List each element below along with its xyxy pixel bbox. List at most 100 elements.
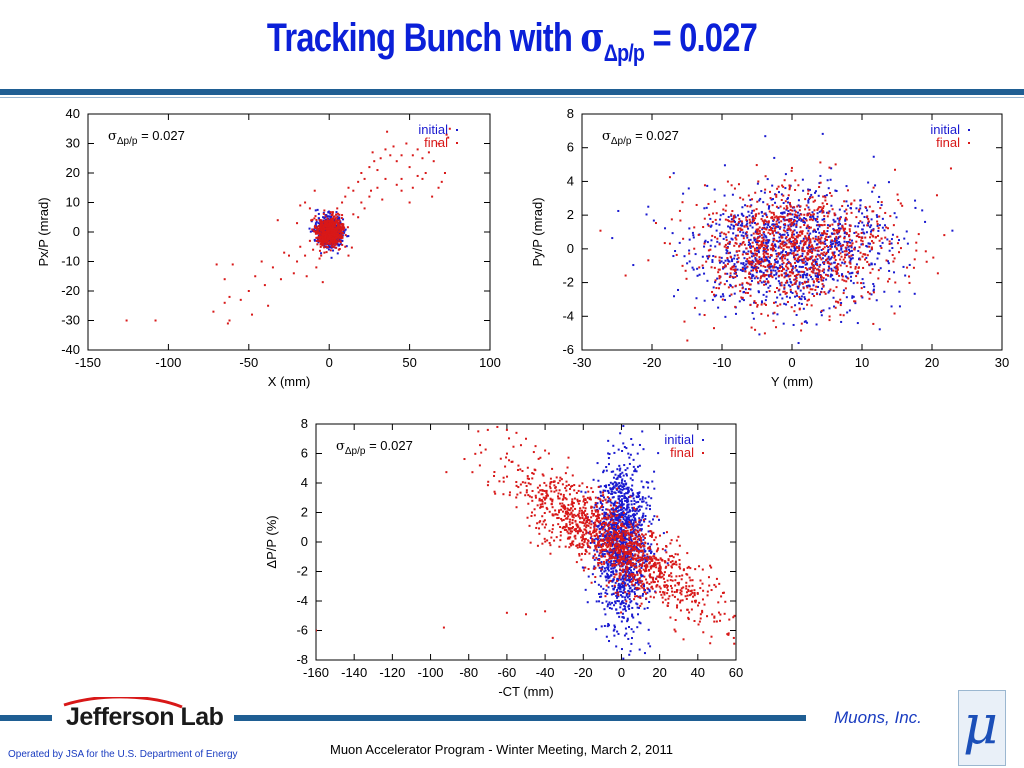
data-point-initial <box>880 204 883 207</box>
data-point-initial <box>875 214 878 217</box>
data-point-initial <box>627 526 630 529</box>
data-point-final <box>720 231 723 234</box>
data-point-initial <box>603 570 606 573</box>
data-point-final <box>820 258 823 261</box>
data-point-initial <box>766 226 769 229</box>
data-point-final <box>848 255 851 258</box>
data-point-initial <box>775 231 778 234</box>
data-point-final <box>783 207 786 210</box>
data-point-final <box>786 254 789 257</box>
data-point-initial <box>637 526 640 529</box>
data-point-initial <box>726 250 729 253</box>
data-point-final <box>763 219 766 222</box>
data-point-final <box>764 188 767 191</box>
data-point-initial <box>641 594 644 597</box>
data-point-final <box>845 232 848 235</box>
data-point-initial <box>730 237 733 240</box>
data-point-initial <box>847 240 850 243</box>
data-point-final <box>332 215 335 218</box>
data-point-final <box>750 326 753 329</box>
data-point-final <box>326 231 329 234</box>
data-point-initial <box>851 253 854 256</box>
data-point-final <box>737 260 740 263</box>
x-tick-label: 20 <box>925 355 939 370</box>
data-point-final <box>793 238 796 241</box>
data-point-final <box>321 226 324 229</box>
data-point-final <box>867 220 870 223</box>
data-point-initial <box>631 479 634 482</box>
data-point-initial <box>861 228 864 231</box>
data-point-final <box>758 226 761 229</box>
data-point-final <box>318 249 321 252</box>
data-point-final <box>839 235 842 238</box>
data-point-initial <box>620 530 623 533</box>
data-point-final <box>751 241 754 244</box>
x-tick-label: 60 <box>729 665 743 680</box>
data-point-final <box>647 259 650 262</box>
data-point-final <box>787 218 790 221</box>
data-point-initial <box>626 492 629 495</box>
data-point-final <box>747 261 750 264</box>
data-point-final <box>769 233 772 236</box>
data-point-final <box>820 278 823 281</box>
data-point-initial <box>756 246 759 249</box>
data-point-initial <box>615 645 618 648</box>
data-point-initial <box>719 295 722 298</box>
data-point-final <box>806 253 809 256</box>
data-point-initial <box>636 580 639 583</box>
data-point-final <box>860 287 863 290</box>
data-point-initial <box>784 237 787 240</box>
data-point-final <box>718 256 721 259</box>
data-point-final <box>215 263 218 266</box>
data-point-final <box>824 273 827 276</box>
data-point-initial <box>753 239 756 242</box>
data-point-final <box>324 224 327 227</box>
data-point-initial <box>876 257 879 260</box>
data-point-initial <box>617 517 620 520</box>
data-point-final <box>756 243 759 246</box>
data-point-final <box>810 304 813 307</box>
data-point-initial <box>633 592 636 595</box>
data-point-final <box>786 300 789 303</box>
data-point-final <box>784 219 787 222</box>
data-point-initial <box>887 262 890 265</box>
data-point-initial <box>616 596 619 599</box>
data-point-final <box>733 216 736 219</box>
data-point-initial <box>732 227 735 230</box>
y-tick-label: -20 <box>61 283 80 298</box>
data-point-initial <box>787 224 790 227</box>
data-point-final <box>339 231 342 234</box>
data-point-initial <box>789 248 792 251</box>
data-point-initial <box>793 216 796 219</box>
data-point-initial <box>622 616 625 619</box>
data-point-initial <box>765 269 768 272</box>
data-point-final <box>805 219 808 222</box>
data-point-initial <box>841 261 844 264</box>
data-point-final <box>734 270 737 273</box>
data-point-initial <box>776 266 779 269</box>
data-point-initial <box>779 239 782 242</box>
data-point-final <box>790 306 793 309</box>
data-point-final <box>748 276 751 279</box>
data-point-final <box>819 242 822 245</box>
data-point-initial <box>627 506 630 509</box>
data-point-initial <box>691 231 694 234</box>
data-point-initial <box>621 612 624 615</box>
data-point-final <box>405 142 408 145</box>
data-point-final <box>816 268 819 271</box>
data-point-final <box>821 283 824 286</box>
data-point-initial <box>633 499 636 502</box>
x-tick-label: -30 <box>573 355 592 370</box>
data-point-initial <box>758 263 761 266</box>
data-point-initial <box>648 589 651 592</box>
data-point-initial <box>624 469 627 472</box>
data-point-initial <box>620 585 623 588</box>
data-point-initial <box>819 234 822 237</box>
data-point-initial <box>621 508 624 511</box>
data-point-final <box>853 300 856 303</box>
data-point-final <box>847 277 850 280</box>
data-point-initial <box>628 516 631 519</box>
data-point-initial <box>618 502 621 505</box>
data-point-initial <box>833 305 836 308</box>
data-point-initial <box>796 294 799 297</box>
